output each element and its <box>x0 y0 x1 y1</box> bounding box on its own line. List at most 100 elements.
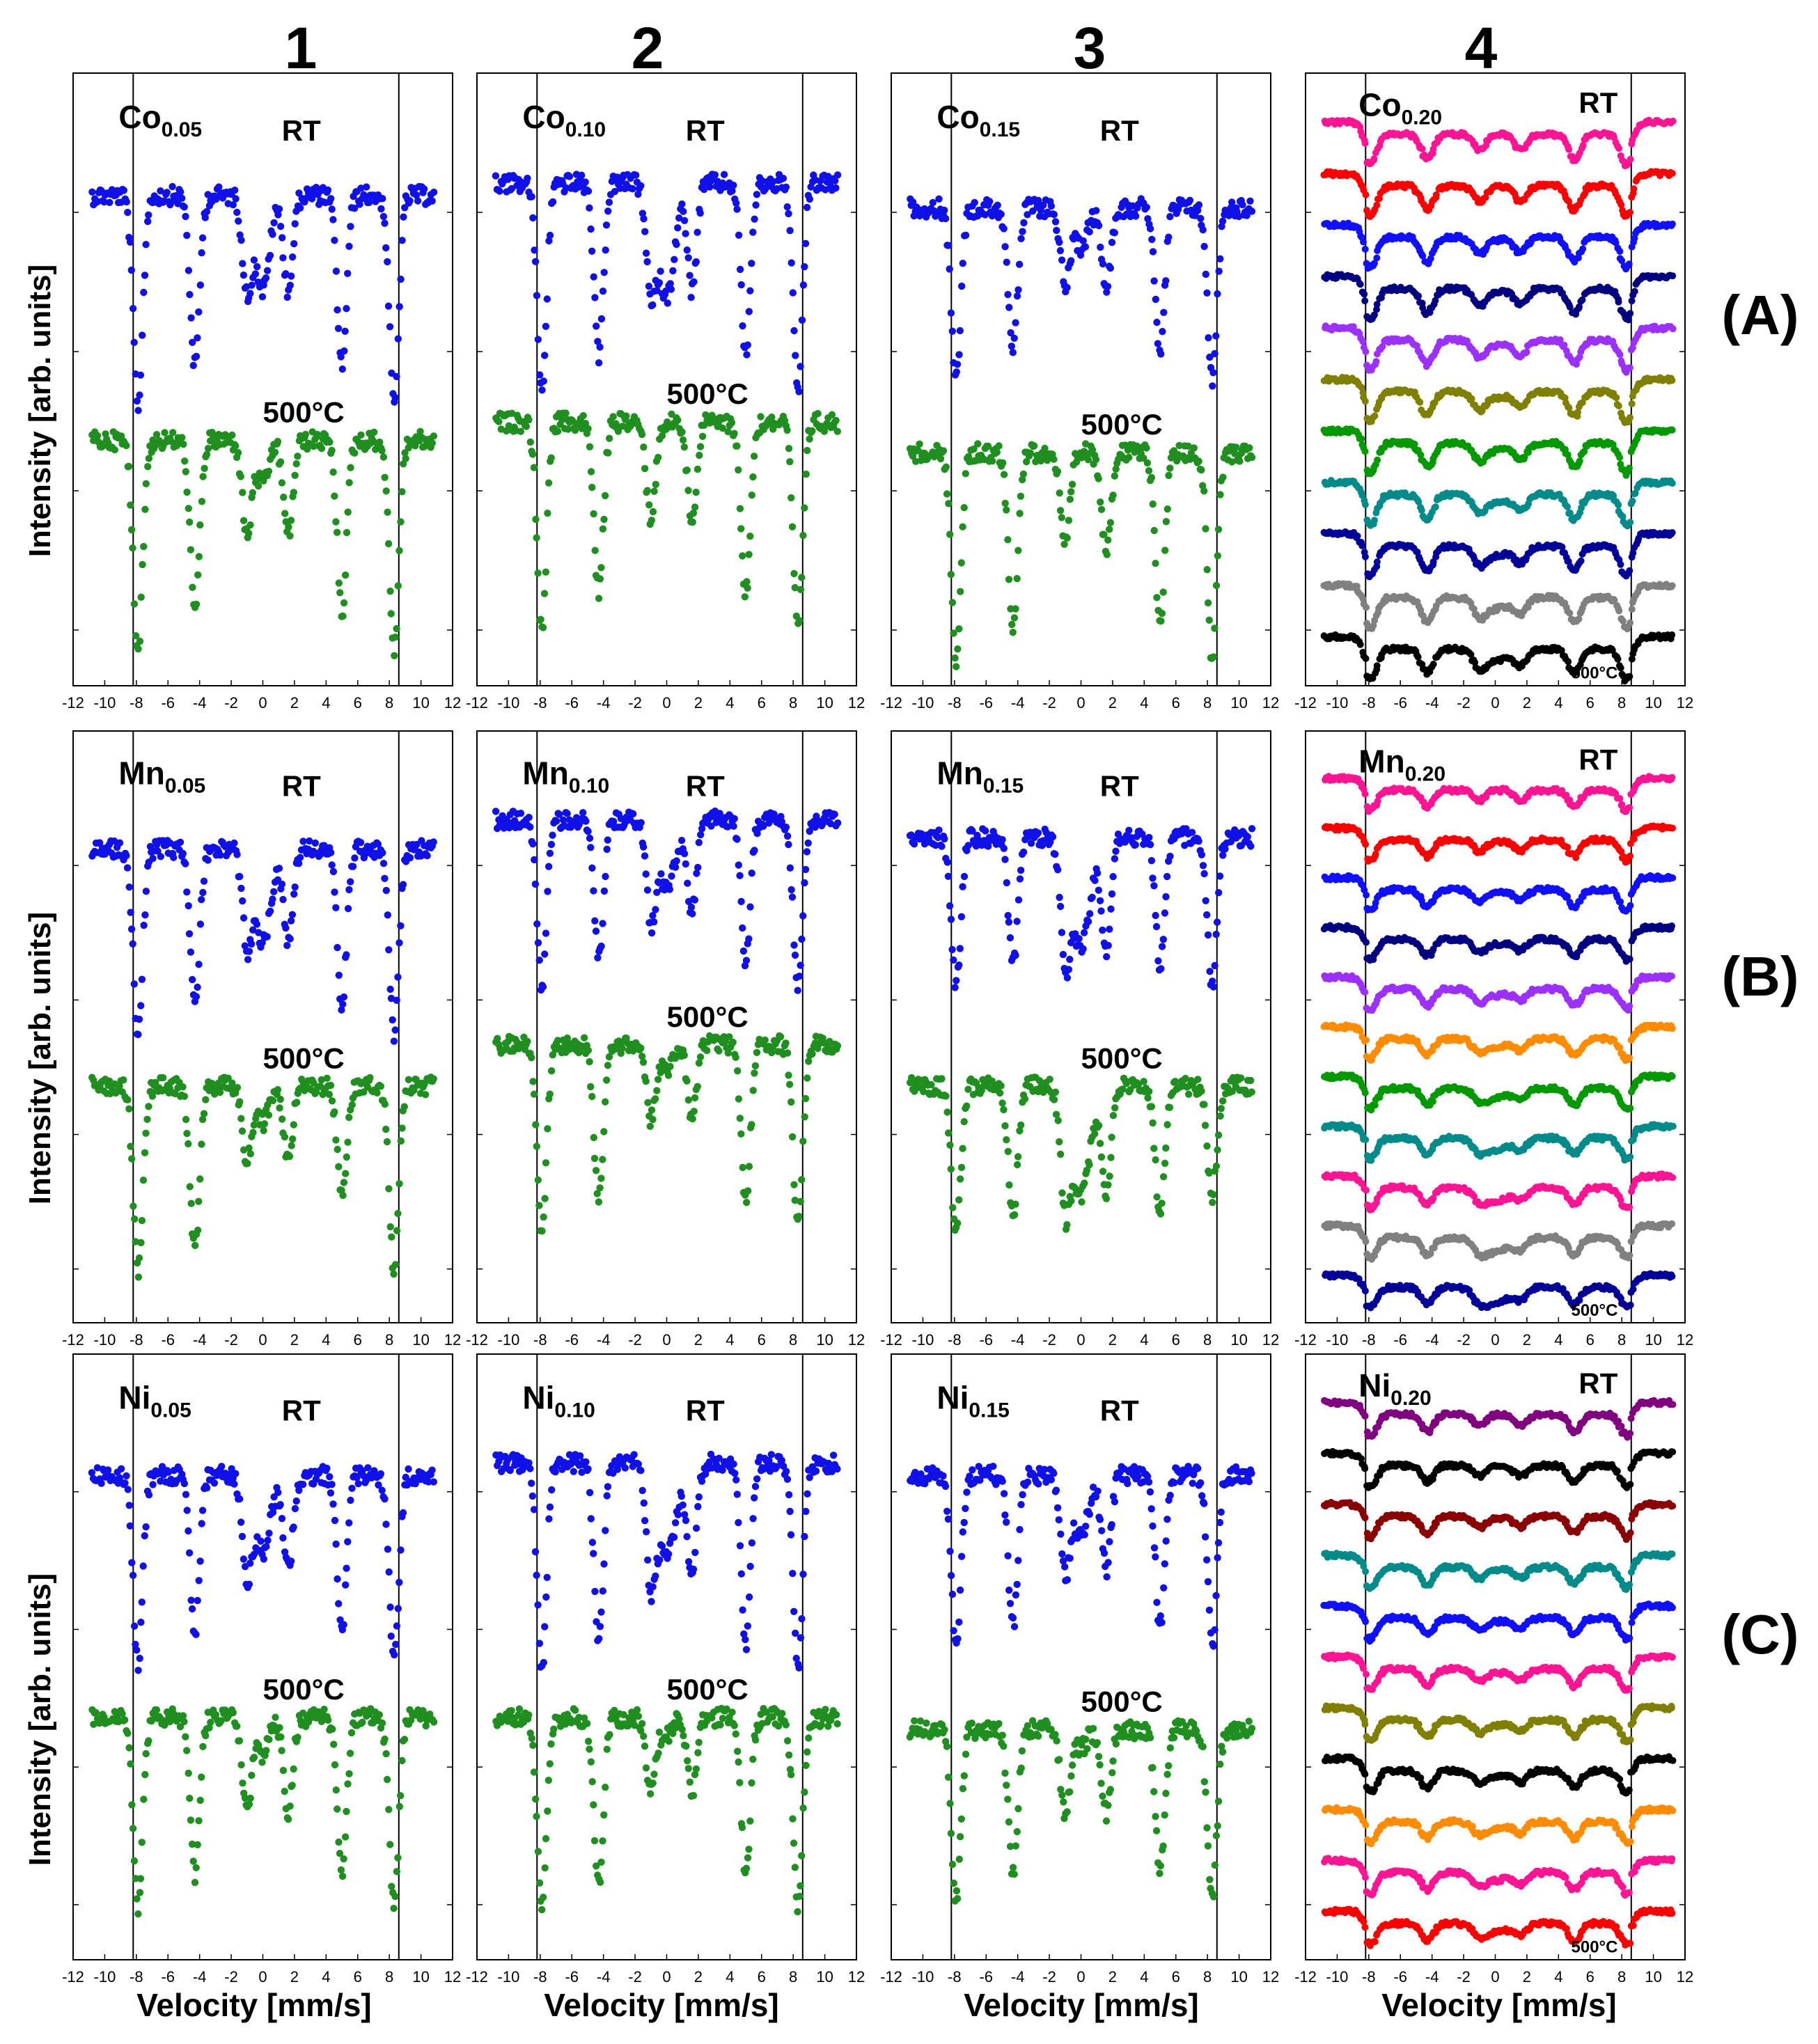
data-point <box>347 464 354 471</box>
data-point <box>750 453 758 460</box>
data-point <box>1616 454 1624 462</box>
data-point <box>1050 210 1058 219</box>
data-point <box>127 501 134 509</box>
x-tick-label: 6 <box>758 694 766 712</box>
data-point <box>235 217 242 225</box>
data-point <box>675 214 683 222</box>
temp-label-500c: 500°C <box>263 1042 345 1075</box>
data-point <box>534 939 542 947</box>
data-point <box>1195 457 1202 465</box>
data-point <box>244 1160 251 1168</box>
data-point <box>327 1081 335 1090</box>
data-point <box>293 1099 301 1106</box>
data-point <box>586 443 594 450</box>
data-point <box>632 171 640 179</box>
x-tick-label: 8 <box>1203 694 1212 712</box>
x-tick-label: 12 <box>1677 694 1693 712</box>
data-point <box>187 948 195 956</box>
data-point <box>1001 243 1009 251</box>
data-point <box>381 219 389 227</box>
data-point <box>1371 412 1379 420</box>
data-point <box>1615 298 1622 306</box>
data-point <box>595 359 603 367</box>
data-point <box>1211 349 1218 358</box>
x-tick-label: -10 <box>1326 694 1349 712</box>
data-point <box>271 448 279 456</box>
data-point <box>140 288 148 297</box>
data-point <box>1163 505 1172 513</box>
data-point <box>328 205 336 213</box>
data-point <box>596 575 604 583</box>
data-point <box>134 645 142 653</box>
data-point <box>240 272 248 279</box>
data-point <box>1067 488 1075 496</box>
data-point <box>588 483 596 492</box>
data-point <box>1097 505 1106 513</box>
data-point <box>384 258 391 266</box>
data-point <box>937 455 945 463</box>
data-point <box>201 214 209 221</box>
x-tick-label: 10 <box>412 1331 429 1349</box>
data-point <box>366 198 373 206</box>
data-point <box>945 500 953 508</box>
x-tick-label: 8 <box>789 1331 797 1349</box>
data-point <box>748 492 756 499</box>
data-point <box>649 508 657 516</box>
data-point <box>786 227 794 235</box>
data-point <box>1103 551 1111 558</box>
data-point <box>792 352 799 359</box>
data-point <box>1669 117 1677 125</box>
data-point <box>1228 198 1236 206</box>
data-point <box>1579 245 1587 253</box>
data-point <box>390 1037 398 1045</box>
data-point <box>746 533 754 540</box>
data-point <box>948 599 957 606</box>
data-point <box>135 1254 143 1262</box>
data-point <box>1668 170 1676 177</box>
data-point <box>790 569 798 578</box>
data-point <box>1626 567 1633 574</box>
data-point <box>801 263 808 271</box>
data-point <box>1152 295 1160 304</box>
data-point <box>1014 286 1022 294</box>
data-point <box>393 996 400 1005</box>
data-point <box>935 195 943 203</box>
data-point <box>195 961 203 968</box>
data-point <box>1016 510 1024 517</box>
data-point <box>533 920 541 928</box>
x-tick-label: -10 <box>498 1331 520 1349</box>
data-point <box>538 386 546 394</box>
data-point <box>1361 448 1369 455</box>
data-point <box>344 508 352 516</box>
x-tick-label: -10 <box>498 694 520 712</box>
data-point <box>737 525 745 533</box>
data-point <box>381 874 389 883</box>
data-point <box>600 887 609 895</box>
data-point <box>183 488 191 496</box>
data-point <box>282 924 290 932</box>
data-point <box>288 1142 295 1149</box>
x-axis-label-3: Velocity [mm/s] <box>964 1987 1198 2023</box>
data-point <box>400 213 407 221</box>
data-point <box>1099 260 1107 268</box>
data-point <box>186 518 194 526</box>
data-point <box>331 237 338 244</box>
data-point <box>802 470 810 478</box>
data-point <box>178 434 186 441</box>
data-point <box>1086 228 1093 236</box>
data-point <box>641 228 649 235</box>
data-point <box>1111 229 1119 237</box>
data-point <box>746 287 754 294</box>
data-point <box>246 290 254 297</box>
data-point <box>340 347 348 355</box>
data-point <box>203 450 211 458</box>
data-point <box>1003 258 1011 266</box>
data-point <box>301 430 309 439</box>
column-labels: 1 2 3 4 <box>285 15 1498 81</box>
data-point <box>237 1115 245 1122</box>
data-point <box>954 645 962 653</box>
data-point <box>276 1104 283 1112</box>
x-tick-label: -6 <box>161 694 175 712</box>
x-tick-label: -10 <box>94 1331 116 1349</box>
data-point <box>526 438 534 446</box>
